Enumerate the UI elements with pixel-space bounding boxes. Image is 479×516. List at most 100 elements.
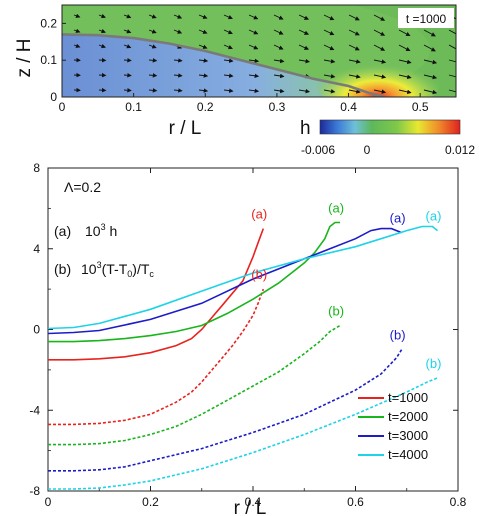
- colorbar-tick-zero: 0: [364, 143, 371, 157]
- velocity-arrow: [98, 13, 106, 19]
- interface-curve: [62, 33, 385, 97]
- top-y-tick-label: 0.1: [40, 53, 57, 67]
- velocity-arrow: [273, 58, 285, 64]
- velocity-arrow: [373, 59, 387, 64]
- colorbar-tick-min: -0.006: [301, 143, 335, 157]
- velocity-arrow: [223, 58, 234, 63]
- velocity-arrow: [223, 29, 233, 35]
- legend-label: t=3000: [388, 428, 428, 443]
- top-y-axis-label: z / H: [14, 38, 35, 77]
- velocity-arrow: [348, 89, 361, 94]
- velocity-arrow: [198, 14, 208, 19]
- velocity-arrow: [373, 74, 387, 79]
- velocity-arrow: [273, 73, 285, 79]
- lambda-label: Λ=0.2: [64, 179, 101, 195]
- label-a-formula: (a) 103 h: [54, 222, 117, 239]
- velocity-arrow: [98, 28, 106, 34]
- series-line-t-2000-a: [48, 221, 341, 343]
- curve-tag-t-1000-b: (b): [251, 267, 267, 282]
- curve-tag-t-2000-a: (a): [328, 201, 344, 216]
- velocity-arrow: [423, 89, 438, 95]
- velocity-arrow: [123, 44, 132, 49]
- velocity-arrow: [123, 29, 132, 34]
- velocity-arrow: [123, 14, 132, 19]
- velocity-arrow: [248, 58, 260, 64]
- x-tick-label: 0.6: [347, 495, 364, 509]
- curve-tag-t-4000-b: (b): [426, 356, 442, 371]
- top-x-tick-label: 0.5: [412, 100, 429, 114]
- velocity-arrow: [223, 14, 233, 20]
- velocity-arrow: [348, 74, 361, 79]
- top-time-label-box: t =1000: [398, 8, 454, 28]
- velocity-arrow: [423, 74, 438, 80]
- velocity-arrow: [273, 88, 285, 94]
- velocity-arrow: [398, 89, 412, 95]
- top-y-tick-label: 0.2: [40, 16, 57, 30]
- liquid-region: [62, 34, 385, 97]
- x-tick-label: 0.8: [450, 495, 467, 509]
- x-tick-label: 0.2: [142, 495, 159, 509]
- x-tick-label: 0: [45, 495, 52, 509]
- velocity-arrow: [148, 73, 158, 78]
- velocity-arrow: [148, 88, 158, 93]
- velocity-arrow: [373, 89, 387, 94]
- velocity-arrow: [448, 89, 456, 93]
- velocity-arrow: [248, 29, 259, 35]
- velocity-arrow: [423, 29, 436, 37]
- plot-frame: [47, 167, 459, 492]
- velocity-arrow: [348, 59, 361, 64]
- velocity-arrow: [298, 29, 310, 35]
- velocity-arrow: [348, 29, 360, 36]
- y-tick-label: 4: [33, 242, 40, 256]
- curve-tag-t-3000-a: (a): [390, 211, 406, 226]
- bottom-x-axis-label: r / L: [234, 498, 267, 516]
- velocity-arrow: [123, 57, 132, 63]
- velocity-arrow: [398, 44, 411, 52]
- velocity-arrow: [248, 88, 260, 94]
- velocity-arrow: [248, 44, 259, 50]
- label-b-formula: (b) 103(T-T0)/Tc: [54, 260, 154, 279]
- legend: t=1000 t=2000 t=3000 t=4000: [358, 390, 428, 462]
- velocity-arrow: [198, 73, 209, 78]
- top-x-tick-label: 0.4: [340, 100, 357, 114]
- velocity-arrow: [73, 43, 81, 48]
- velocity-arrow: [373, 14, 386, 21]
- velocity-arrow: [298, 14, 310, 20]
- velocity-arrow: [273, 29, 284, 35]
- top-x-tick-label: 0.1: [125, 100, 142, 114]
- legend-label: t=2000: [388, 409, 428, 424]
- y-tick-label: -8: [29, 484, 40, 498]
- velocity-arrow: [348, 44, 360, 51]
- velocity-arrow: [173, 29, 183, 34]
- velocity-arrow: [273, 44, 284, 50]
- velocity-arrow: [123, 87, 132, 93]
- bottom-panel: 0 0.2 0.4 0.6 0.8 -8 -4 0 4 8 r / L Λ=0.2 (a) 103…: [29, 161, 466, 516]
- colorbar-tick-max: 0.012: [445, 143, 475, 157]
- top-x-tick-label: 0.3: [269, 100, 286, 114]
- series-line-t-4000-b: [48, 377, 438, 490]
- series-line-t-1000-b: [48, 288, 265, 426]
- velocity-arrow: [298, 88, 310, 94]
- velocity-arrow: [173, 58, 183, 63]
- velocity-arrow: [448, 74, 456, 78]
- velocity-arrow: [248, 73, 260, 79]
- top-x-ticks: 0 0.1 0.2 0.3 0.4 0.5: [59, 93, 429, 114]
- bottom-ticks: 0 0.2 0.4 0.6 0.8 -8 -4 0 4 8: [29, 161, 466, 509]
- curve-tag-t-2000-b: (b): [328, 303, 344, 318]
- velocity-arrow: [123, 72, 132, 78]
- velocity-arrow: [198, 44, 208, 49]
- top-x-axis-label: r / L: [169, 118, 202, 139]
- velocity-arrow: [148, 44, 157, 49]
- series-line-t-2000-b: [48, 324, 341, 446]
- velocity-arrow: [198, 58, 209, 63]
- top-y-ticks: 0 0.1 0.2: [40, 16, 66, 104]
- top-time-label: t =1000: [406, 12, 447, 26]
- top-y-tick-label: 0: [50, 90, 57, 104]
- velocity-arrow: [148, 14, 157, 19]
- x-tick-label: 0.4: [245, 495, 262, 509]
- velocity-arrow: [448, 44, 456, 50]
- velocity-arrow: [398, 59, 412, 65]
- legend-label: t=4000: [388, 447, 428, 462]
- y-tick-label: -4: [29, 403, 40, 417]
